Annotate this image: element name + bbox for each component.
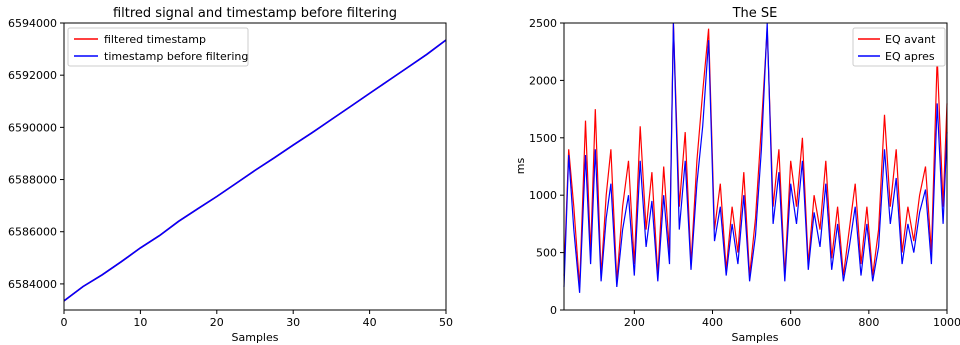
legend-frame-left <box>67 27 249 67</box>
right-x-tick-label-2: 600 <box>780 316 801 329</box>
left-y-tick-label-4: 6592000 <box>8 69 57 82</box>
y-ticks-right: 0 500 1000 1500 2000 2500 <box>529 17 564 317</box>
right-y-tick-label-4: 2000 <box>529 74 557 87</box>
left-y-tick-label-3: 6590000 <box>8 121 57 134</box>
left-x-tick-label-0: 0 <box>61 316 68 329</box>
legend-right: EQ avant EQ apres <box>852 27 946 67</box>
legend-label-before: timestamp before filtering <box>104 50 248 63</box>
right-x-tick-label-4: 1000 <box>933 316 960 329</box>
right-series-line-0 <box>563 22 948 288</box>
series-group-left <box>63 39 447 302</box>
right-x-tick-label-3: 800 <box>858 316 879 329</box>
left-y-tick-label-0: 6584000 <box>8 278 57 291</box>
axes-frame-left <box>63 22 447 311</box>
chart-right: 200 400 600 800 1000 0 500 1000 1500 2000 2500 Th… <box>514 6 960 344</box>
chart-title-right: The SE <box>732 6 778 21</box>
x-axis-label-left: Samples <box>232 331 279 344</box>
left-x-tick-label-3: 30 <box>286 316 300 329</box>
legend-label-apres: EQ apres <box>885 50 935 63</box>
right-y-tick-label-0: 0 <box>550 304 557 317</box>
right-series-line-1 <box>563 22 948 293</box>
left-x-tick-label-2: 20 <box>210 316 224 329</box>
chart-left: 0 10 20 30 40 50 6584000 6586000 6588000 6590000… <box>8 6 453 344</box>
right-y-tick-label-1: 500 <box>536 247 557 260</box>
x-ticks-right: 200 400 600 800 1000 <box>624 310 960 329</box>
right-y-tick-label-5: 2500 <box>529 17 557 30</box>
axes-frame-right <box>563 22 948 311</box>
legend-label-filtered: filtered timestamp <box>104 33 206 46</box>
right-x-tick-label-1: 400 <box>702 316 723 329</box>
right-y-tick-label-3: 1500 <box>529 132 557 145</box>
left-x-tick-label-1: 10 <box>133 316 147 329</box>
plot-area-left <box>64 23 446 310</box>
left-y-tick-label-5: 6594000 <box>8 17 57 30</box>
legend-label-avant: EQ avant <box>885 33 936 46</box>
right-x-tick-label-0: 200 <box>624 316 645 329</box>
chart-title-left: filtred signal and timestamp before filt… <box>113 6 397 21</box>
x-ticks-left: 0 10 20 30 40 50 <box>61 310 453 329</box>
left-y-tick-label-2: 6588000 <box>8 174 57 187</box>
left-x-tick-label-5: 50 <box>439 316 453 329</box>
y-ticks-left: 6584000 6586000 6588000 6590000 6592000 65940… <box>8 17 64 291</box>
left-x-tick-label-4: 40 <box>363 316 377 329</box>
left-series-line-1 <box>63 39 447 302</box>
x-axis-label-right: Samples <box>732 331 779 344</box>
right-y-tick-label-2: 1000 <box>529 189 557 202</box>
left-y-tick-label-1: 6586000 <box>8 226 57 239</box>
legend-left: filtered timestamp timestamp before filt… <box>67 27 249 67</box>
series-group-right <box>563 22 948 293</box>
y-axis-label-right: ms <box>514 158 527 175</box>
